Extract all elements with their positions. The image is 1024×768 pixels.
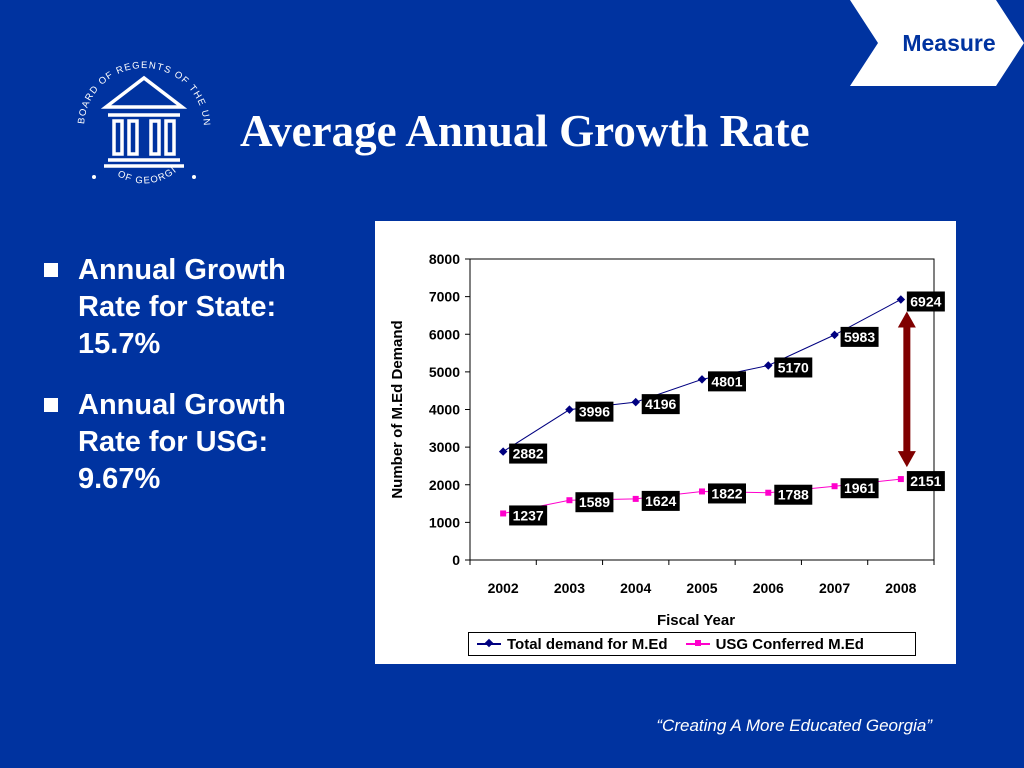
data-point xyxy=(498,447,508,456)
x-tick-label: 2008 xyxy=(885,580,916,596)
data-label-box xyxy=(840,478,879,499)
bullet-item-usg: Annual Growth Rate for USG: 9.67% xyxy=(44,387,344,498)
legend-swatch-total xyxy=(477,638,501,648)
data-label: 1822 xyxy=(711,485,742,501)
data-label: 1237 xyxy=(513,507,544,523)
data-label: 5983 xyxy=(844,329,875,345)
difference-arrow-head-up xyxy=(897,311,916,328)
bullet-text: Annual Growth Rate for State: 15.7% xyxy=(78,254,286,360)
y-tick-label: 6000 xyxy=(429,326,460,342)
legend-item-total: Total demand for M.Ed xyxy=(477,636,668,653)
data-label-box xyxy=(641,394,680,415)
data-point xyxy=(632,495,639,502)
x-tick-label: 2004 xyxy=(620,580,651,596)
data-label: 1961 xyxy=(844,480,875,496)
data-label-box xyxy=(509,443,548,464)
data-point xyxy=(896,295,906,304)
y-tick-label: 8000 xyxy=(429,251,460,267)
x-tick-label: 2003 xyxy=(554,580,585,596)
y-tick-label: 1000 xyxy=(429,514,460,530)
data-point xyxy=(831,483,838,490)
columns-building-icon xyxy=(100,75,188,168)
data-label-box xyxy=(708,371,746,392)
x-tick-label: 2005 xyxy=(686,580,717,596)
data-label: 4801 xyxy=(711,373,742,389)
square-bullet-icon xyxy=(44,398,58,412)
difference-arrow-head-down xyxy=(897,451,916,468)
data-label-box xyxy=(575,492,614,513)
x-tick-label: 2006 xyxy=(753,580,784,596)
legend-item-usg: USG Conferred M.Ed xyxy=(685,635,864,653)
data-label-box xyxy=(708,483,746,504)
x-axis-title: Fiscal Year xyxy=(657,612,735,629)
data-label: 6924 xyxy=(910,293,941,309)
chart-legend: Total demand for M.Ed USG Conferred M.Ed xyxy=(468,632,916,656)
y-tick-label: 0 xyxy=(452,552,460,568)
footer-tagline: “Creating A More Educated Georgia” xyxy=(656,716,932,735)
data-point xyxy=(631,397,640,407)
data-point xyxy=(565,405,574,414)
legend-label: USG Conferred M.Ed xyxy=(715,635,864,653)
data-label-box xyxy=(906,291,945,312)
data-label-box xyxy=(906,471,945,492)
regents-seal-logo: BOARD OF REGENTS OF THE UNIVERSITY SYSTE… xyxy=(70,52,211,187)
chart-container: 0 1000 2000 3000 4000 5000 6000 7000 8000 2002 200… xyxy=(375,221,956,664)
data-label-box xyxy=(509,505,548,526)
data-label: 1589 xyxy=(579,494,610,510)
y-tick-label: 2000 xyxy=(429,477,460,493)
data-label: 1788 xyxy=(778,487,809,503)
page-title: Average Annual Growth Rate xyxy=(240,106,810,156)
data-label-box xyxy=(774,357,813,378)
legend-label: Total demand for M.Ed xyxy=(507,635,668,653)
data-point xyxy=(897,476,904,483)
x-tick-label: 2007 xyxy=(819,580,850,596)
data-label: 5170 xyxy=(778,359,809,375)
data-point xyxy=(830,330,839,340)
y-tick-label: 7000 xyxy=(429,289,460,305)
data-label-box xyxy=(641,490,680,511)
data-point xyxy=(765,489,772,496)
data-label: 3996 xyxy=(579,404,610,420)
data-label: 4196 xyxy=(645,396,676,412)
measure-tab: Measure xyxy=(844,0,1024,86)
bullet-list: Annual Growth Rate for State: 15.7% Annu… xyxy=(44,252,344,522)
tab-label: Measure xyxy=(902,30,996,56)
y-axis-title: Number of M.Ed Demand xyxy=(389,320,406,498)
data-point xyxy=(566,497,573,504)
data-point xyxy=(500,510,507,517)
y-tick-label: 3000 xyxy=(429,439,460,455)
square-bullet-icon xyxy=(44,263,58,277)
data-label-box xyxy=(774,484,813,505)
data-label: 2151 xyxy=(910,473,941,489)
legend-swatch-usg xyxy=(685,640,710,646)
data-label: 2882 xyxy=(513,446,544,462)
x-tick-label: 2002 xyxy=(488,580,519,596)
data-point xyxy=(699,488,705,495)
tab-shape xyxy=(850,0,1024,86)
y-tick-label: 5000 xyxy=(429,364,460,380)
data-point xyxy=(764,361,773,370)
data-label: 1624 xyxy=(645,493,676,509)
line-chart: 0 1000 2000 3000 4000 5000 6000 7000 8000 2002 200… xyxy=(389,251,945,629)
data-point xyxy=(697,375,707,384)
bullet-text: Annual Growth Rate for USG: 9.67% xyxy=(78,389,286,495)
data-label-box xyxy=(575,401,614,422)
data-label-box xyxy=(840,326,879,347)
bullet-item-state: Annual Growth Rate for State: 15.7% xyxy=(44,252,344,363)
y-tick-label: 4000 xyxy=(429,402,460,418)
